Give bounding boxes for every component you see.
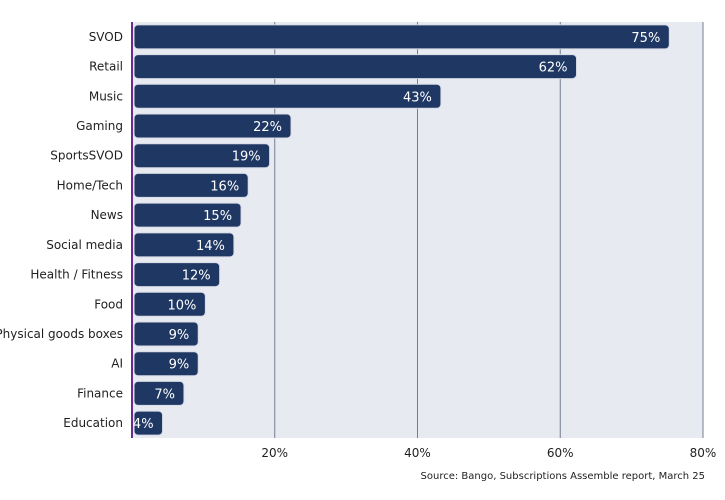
x-tick-label-2: 60% [547, 446, 574, 460]
value-label-3: 22% [253, 120, 282, 135]
value-label-0: 75% [631, 31, 660, 46]
bar-1 [133, 54, 578, 80]
value-label-10: 9% [169, 328, 190, 343]
source-note: Source: Bango, Subscriptions Assemble re… [420, 471, 705, 482]
bar-3 [133, 113, 292, 139]
value-label-4: 19% [232, 150, 261, 165]
value-label-5: 16% [210, 179, 239, 194]
category-label-3: Gaming [76, 119, 123, 133]
x-tick-label-1: 40% [404, 446, 431, 460]
value-label-13: 4% [133, 417, 154, 432]
bar-9 [133, 291, 206, 317]
value-label-2: 43% [403, 90, 432, 105]
bar-6 [133, 202, 242, 228]
category-label-5: Home/Tech [57, 178, 123, 192]
value-label-7: 14% [196, 239, 225, 254]
bar-10 [133, 321, 199, 347]
bar-8 [133, 262, 221, 288]
category-label-6: News [91, 208, 123, 222]
category-label-0: SVOD [89, 30, 123, 44]
category-label-13: Education [63, 416, 123, 430]
category-label-2: Music [89, 89, 123, 103]
value-label-11: 9% [169, 358, 190, 373]
value-label-12: 7% [154, 387, 175, 402]
category-label-9: Food [94, 297, 123, 311]
x-tick-label-0: 20% [261, 446, 288, 460]
value-label-9: 10% [167, 298, 196, 313]
bar-4 [133, 143, 271, 169]
x-tick-label-3: 80% [690, 446, 717, 460]
value-label-6: 15% [203, 209, 232, 224]
category-label-4: SportsSVOD [50, 149, 123, 163]
category-label-10: Physical goods boxes [0, 327, 123, 341]
category-label-1: Retail [89, 60, 123, 74]
category-label-11: AI [111, 357, 123, 371]
value-label-8: 12% [182, 269, 211, 284]
bar-5 [133, 172, 249, 198]
category-label-8: Health / Fitness [30, 268, 123, 282]
bar-7 [133, 232, 235, 258]
bar-11 [133, 351, 199, 377]
bar-0 [133, 24, 670, 50]
value-label-1: 62% [539, 61, 568, 76]
bar-13 [133, 410, 164, 436]
bar-12 [133, 380, 185, 406]
bar-2 [133, 83, 442, 109]
category-label-7: Social media [46, 238, 123, 252]
category-label-12: Finance [77, 386, 123, 400]
